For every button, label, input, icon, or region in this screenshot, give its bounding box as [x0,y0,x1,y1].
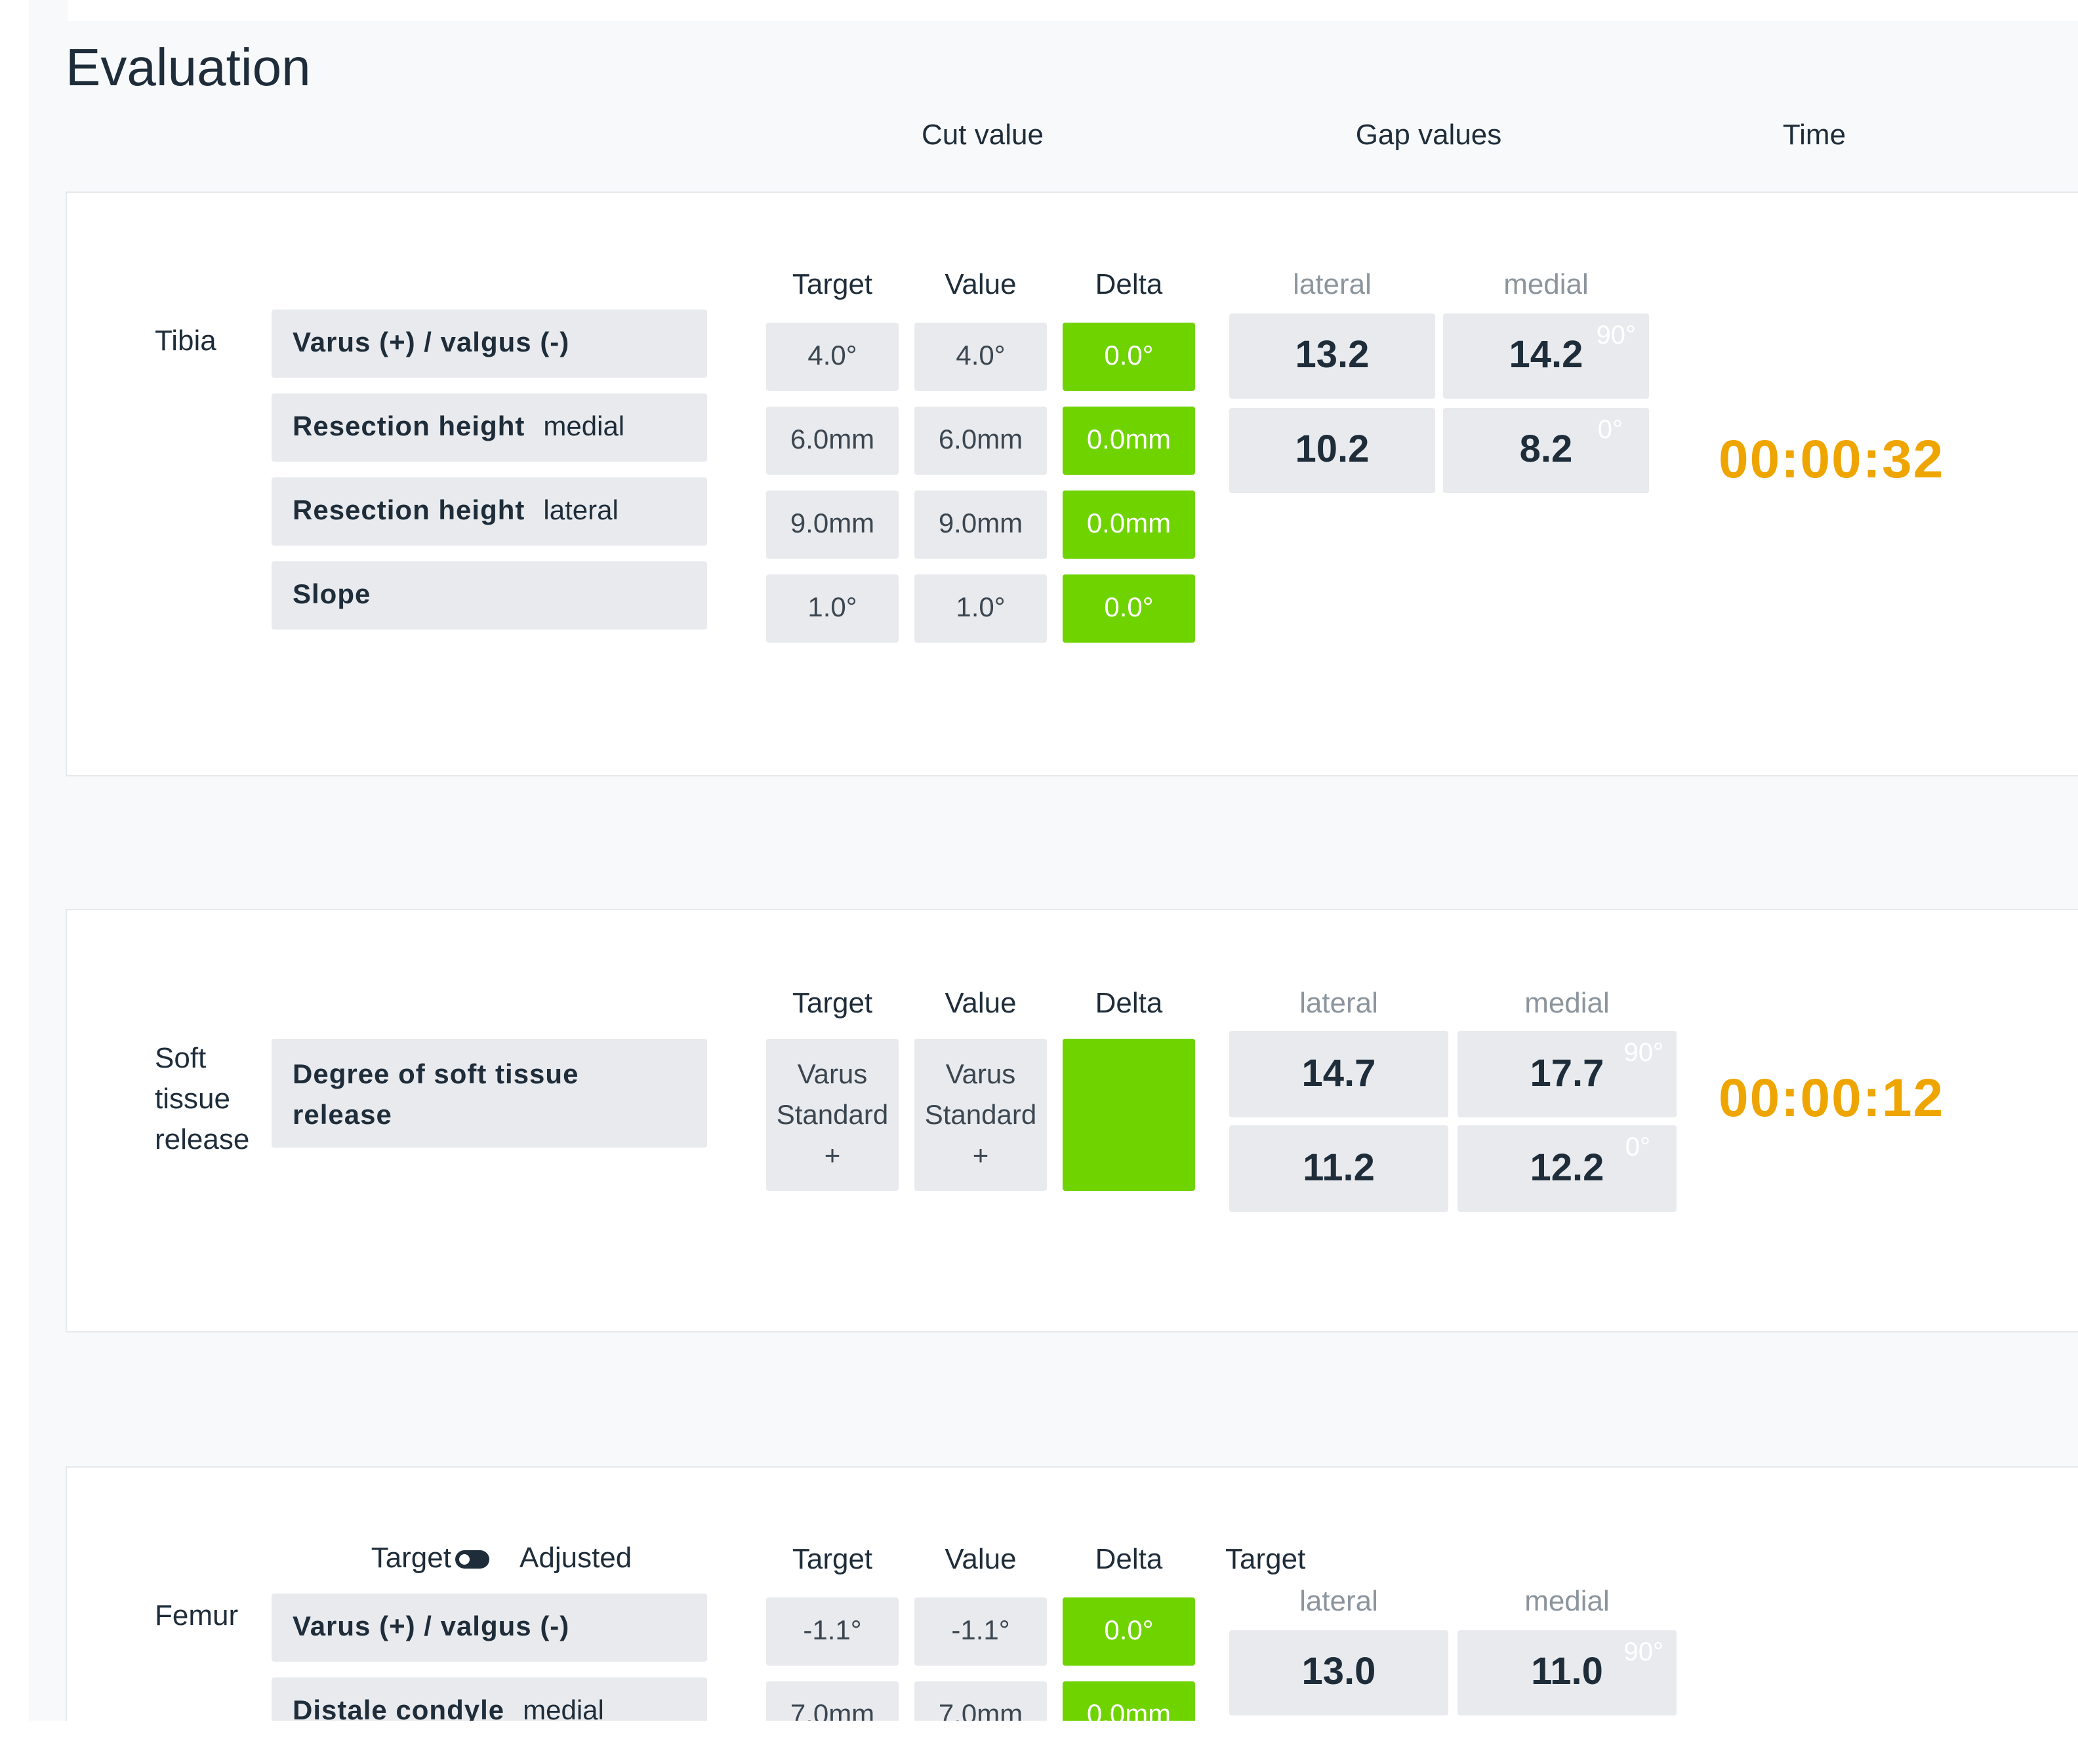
param-side: lateral [543,496,619,526]
gap-medial-0: 12.2 0° [1457,1125,1677,1212]
label-line: release [155,1123,250,1155]
cell-line: Standard [776,1100,889,1131]
subheader-target: Target [792,1542,873,1575]
subheader-value: Value [945,268,1017,300]
angle-label: 0° [1597,416,1623,445]
subheader-delta: Delta [1095,986,1163,1019]
param-name: Varus (+) / valgus (-) [293,328,570,358]
target-cell: 6.0mm [766,407,899,475]
value-cell: -1.1° [914,1597,1047,1666]
column-header-time: Time [1782,118,1846,151]
gap-value: 11.0 [1531,1651,1603,1693]
target-adjusted-toggle[interactable] [455,1550,489,1569]
column-header-cut-value: Cut value [922,118,1044,151]
subheader-medial: medial [1524,1584,1610,1617]
subheader-medial: medial [1503,268,1589,300]
gap-lateral-90: 14.7 [1229,1031,1448,1117]
delta-cell: 0.0° [1063,323,1195,391]
subheader-lateral: lateral [1299,986,1378,1019]
cell-line: Varus [797,1060,868,1090]
subheader-target: Target [792,268,873,300]
target-cell: 4.0° [766,323,899,391]
gap-medial-90: 17.7 90° [1457,1031,1677,1117]
page-title: Evaluation [66,39,311,97]
param-side: medial [543,412,625,442]
top-edge [29,0,68,21]
subheader-delta: Delta [1095,1542,1163,1575]
value-cell: 4.0° [914,323,1047,391]
target-cell: -1.1° [766,1597,899,1666]
subheader-lateral: lateral [1293,268,1372,300]
gap-medial-90: 14.2 90° [1443,313,1649,399]
delta-cell: 0.0° [1063,1597,1195,1666]
gap-value: 14.7 [1301,1052,1376,1094]
tibia-time: 00:00:32 [1719,429,1945,489]
param-varus-valgus: Varus (+) / valgus (-) [272,310,707,378]
subheader-value: Value [945,1542,1017,1575]
subheader-delta: Delta [1095,268,1163,300]
angle-label: 90° [1623,1638,1664,1667]
toggle-label-adjusted: Adjusted [520,1541,632,1574]
target-cell: Varus Standard + [766,1039,899,1191]
column-header-gap-values: Gap values [1355,118,1502,151]
angle-label: 90° [1596,321,1637,350]
gap-value: 17.7 [1530,1052,1604,1094]
gap-medial-90: 11.0 90° [1457,1630,1677,1715]
bottom-crop [0,1721,2078,1764]
gap-value: 10.2 [1295,429,1370,471]
value-cell: Varus Standard + [914,1039,1047,1191]
gap-lateral-0: 11.2 [1229,1125,1448,1212]
section-label-soft-tissue: Soft tissue release [155,1037,249,1159]
gap-value: 13.2 [1295,334,1370,376]
param-slope: Slope [272,561,707,630]
label-line: tissue [155,1082,230,1115]
cell-line: + [824,1141,841,1171]
gap-value: 8.2 [1519,429,1573,471]
param-name: Slope [293,580,371,610]
gap-value: 14.2 [1509,334,1583,376]
delta-cell: 0.0° [1063,574,1195,643]
gap-value: 11.2 [1303,1147,1375,1189]
gap-mode-label: Target [1225,1542,1306,1575]
param-resection-height-medial: Resection height medial [272,393,707,462]
param-degree-soft-tissue-release: Degree of soft tissue release [272,1039,707,1148]
value-cell: 1.0° [914,574,1047,643]
label-line: Soft [155,1041,207,1074]
angle-label: 0° [1625,1133,1650,1162]
param-resection-height-lateral: Resection height lateral [272,477,707,546]
angle-label: 90° [1623,1039,1664,1068]
param-varus-valgus: Varus (+) / valgus (-) [272,1594,707,1662]
gap-lateral-90: 13.0 [1229,1630,1448,1715]
gap-lateral-90: 13.2 [1229,313,1435,399]
gap-lateral-0: 10.2 [1229,408,1435,493]
delta-cell [1063,1039,1195,1191]
param-name: Varus (+) / valgus (-) [293,1612,570,1642]
section-label-femur: Femur [155,1599,239,1632]
value-cell: 6.0mm [914,407,1047,475]
gap-value: 12.2 [1530,1147,1604,1189]
soft-tissue-time: 00:00:12 [1719,1068,1945,1128]
delta-cell: 0.0mm [1063,407,1195,475]
toggle-knob [459,1554,470,1565]
param-name-line: Degree of soft tissue [293,1060,579,1090]
value-cell: 9.0mm [914,491,1047,559]
cell-line: Standard [924,1100,1037,1131]
section-label-tibia: Tibia [155,324,216,357]
subheader-lateral: lateral [1299,1584,1378,1617]
param-name: Resection height [293,496,525,526]
gap-medial-0: 8.2 0° [1443,408,1649,493]
target-cell: 9.0mm [766,491,899,559]
subheader-value: Value [945,986,1017,1019]
subheader-medial: medial [1524,986,1610,1019]
cell-line: + [972,1141,989,1171]
delta-cell: 0.0mm [1063,491,1195,559]
param-name: Resection height [293,412,525,442]
target-cell: 1.0° [766,574,899,643]
gap-value: 13.0 [1301,1651,1376,1693]
param-name-line: release [293,1100,392,1131]
toggle-label-target: Target [371,1541,451,1574]
subheader-target: Target [792,986,873,1019]
cell-line: Varus [945,1060,1016,1090]
